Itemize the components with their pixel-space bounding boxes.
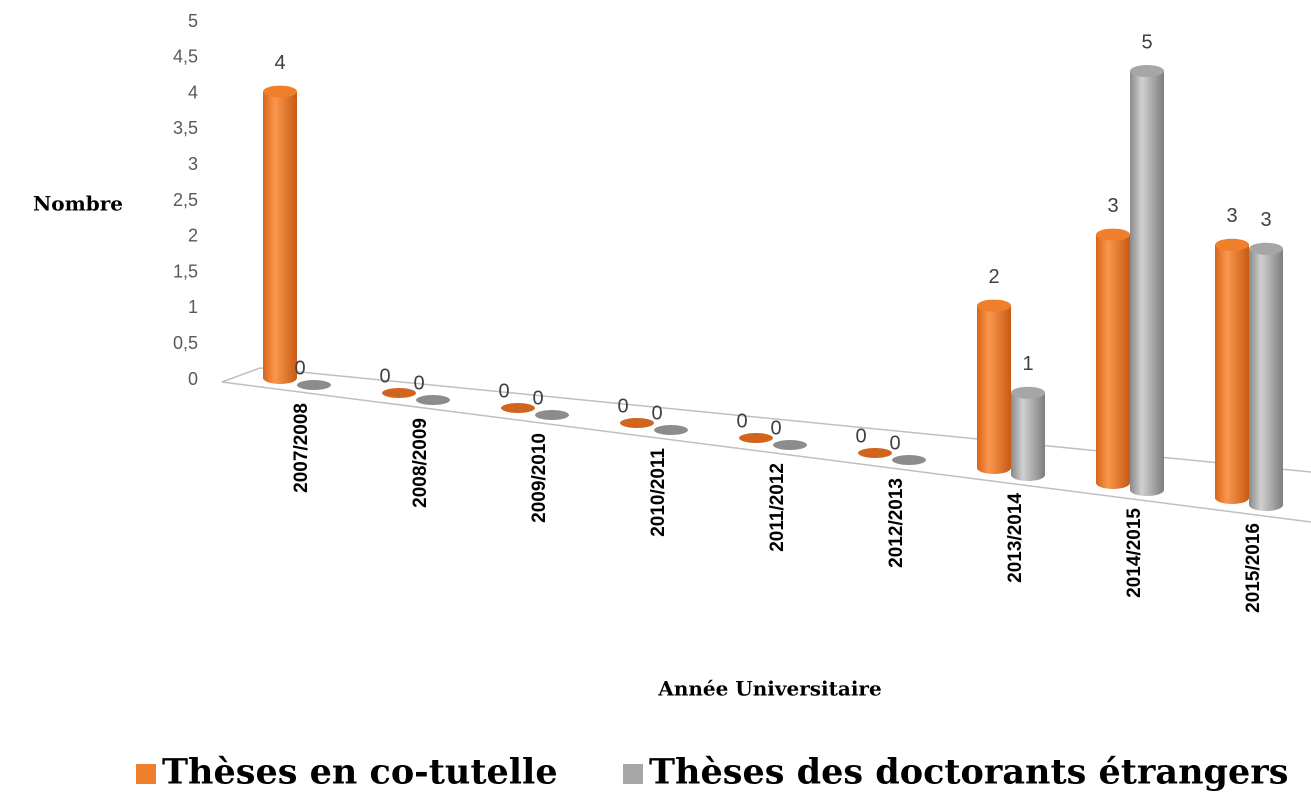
- value-label: 0: [498, 380, 509, 402]
- value-label: 0: [651, 402, 662, 424]
- bar: [1249, 248, 1283, 506]
- bar: [1130, 71, 1164, 490]
- bar: [297, 380, 331, 390]
- y-tick-label: 1: [188, 297, 198, 317]
- bar-top: [1130, 65, 1164, 77]
- legend-swatch: [623, 764, 643, 784]
- bar: [620, 418, 654, 428]
- y-tick-label: 1,5: [173, 261, 198, 281]
- x-tick-label: 2007/2008: [291, 403, 312, 493]
- y-tick-label: 3: [188, 154, 198, 174]
- bar: [892, 455, 926, 465]
- legend-label: Thèses des doctorants étrangers: [649, 752, 1288, 793]
- value-label: 3: [1107, 195, 1118, 217]
- x-axis-label: Année Universitaire: [657, 677, 881, 701]
- value-label: 2: [988, 266, 999, 288]
- bar: [1215, 244, 1249, 498]
- bar-top: [977, 299, 1011, 312]
- y-tick-label: 0: [188, 369, 198, 389]
- legend-label: Thèses en co-tutelle: [162, 752, 558, 793]
- bar: [1011, 392, 1045, 475]
- bar: [535, 410, 569, 420]
- bar-bottom: [1249, 499, 1283, 511]
- value-label: 0: [294, 357, 305, 379]
- floor: [221, 367, 1311, 523]
- bar: [858, 448, 892, 458]
- value-label: 0: [532, 387, 543, 409]
- value-label: 5: [1141, 31, 1152, 53]
- x-tick-label: 2015/2016: [1243, 523, 1264, 613]
- x-tick-label: 2012/2013: [886, 478, 907, 568]
- bar-top: [1215, 238, 1249, 251]
- bar: [654, 425, 688, 435]
- legend-swatch: [136, 764, 156, 784]
- value-label: 0: [770, 417, 781, 439]
- y-tick-label: 2: [188, 226, 198, 246]
- y-tick-label: 4: [188, 82, 198, 102]
- bar-bottom: [263, 372, 297, 384]
- y-tick-label: 2,5: [173, 190, 198, 210]
- bar-bottom: [1130, 484, 1164, 496]
- value-label: 0: [617, 395, 628, 417]
- bar: [382, 388, 416, 398]
- value-label: 4: [274, 52, 285, 74]
- x-tick-label: 2013/2014: [1005, 493, 1026, 583]
- x-tick-label: 2011/2012: [767, 463, 788, 552]
- bar: [501, 403, 535, 413]
- bar-bottom: [977, 462, 1011, 474]
- bar-top: [1011, 386, 1045, 399]
- bar: [416, 395, 450, 405]
- y-tick-label: 0,5: [173, 333, 198, 353]
- x-tick-label: 2014/2015: [1124, 508, 1145, 598]
- bar: [263, 91, 297, 378]
- value-label: 0: [379, 365, 390, 387]
- x-tick-label: 2009/2010: [529, 433, 550, 523]
- y-tick-label: 5: [188, 11, 198, 31]
- value-label: 3: [1226, 205, 1237, 227]
- value-label: 0: [413, 372, 424, 394]
- bar-top: [1096, 228, 1130, 241]
- y-axis-label: Nombre: [33, 192, 123, 216]
- value-label: 3: [1260, 209, 1271, 231]
- bar-bottom: [1096, 477, 1130, 489]
- value-label: 0: [855, 425, 866, 447]
- x-tick-label: 2010/2011: [648, 448, 669, 537]
- value-label: 1: [1022, 353, 1033, 375]
- bar: [977, 305, 1011, 468]
- bar-bottom: [1215, 492, 1249, 504]
- bar: [739, 433, 773, 443]
- y-tick-label: 3,5: [173, 118, 198, 138]
- bar-top: [263, 85, 297, 98]
- x-tick-label: 2008/2009: [410, 418, 431, 508]
- value-label: 0: [736, 410, 747, 432]
- bar-bottom: [1011, 469, 1045, 481]
- bar: [773, 440, 807, 450]
- y-tick-label: 4,5: [173, 47, 198, 67]
- value-label: 0: [889, 432, 900, 454]
- bar-top: [1249, 242, 1283, 255]
- bar: [1096, 234, 1130, 483]
